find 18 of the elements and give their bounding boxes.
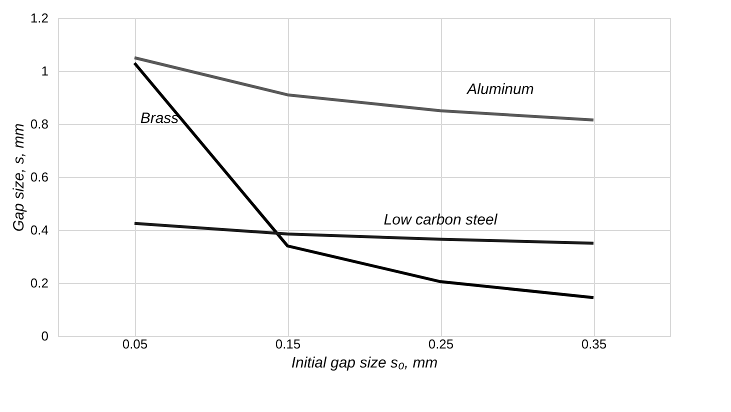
y-tick-label: 0.6: [30, 170, 48, 184]
line-series: [133, 62, 595, 300]
x-tick-label: 0.05: [122, 336, 148, 352]
y-tick-label: 1.2: [30, 10, 48, 26]
y-tick-label: 0.4: [30, 222, 48, 238]
series-label: Low carbon steel: [384, 211, 498, 228]
line-series: [133, 56, 595, 122]
x-axis-title: Initial gap size s₀, mm: [291, 354, 438, 372]
y-axis-title: Gap size, s, mm: [10, 123, 28, 232]
y-tick-label: 0.2: [30, 276, 48, 290]
y-tick-label: 0.8: [30, 116, 48, 132]
x-tick-label: 0.25: [428, 336, 454, 352]
series-label: Brass: [140, 110, 180, 128]
x-tick-label: 0.35: [581, 336, 607, 352]
y-tick-label: 0: [41, 328, 48, 344]
x-tick-label: 0.15: [275, 336, 301, 352]
series-label: Aluminum: [466, 80, 534, 98]
y-tick-label: 1: [41, 64, 48, 78]
